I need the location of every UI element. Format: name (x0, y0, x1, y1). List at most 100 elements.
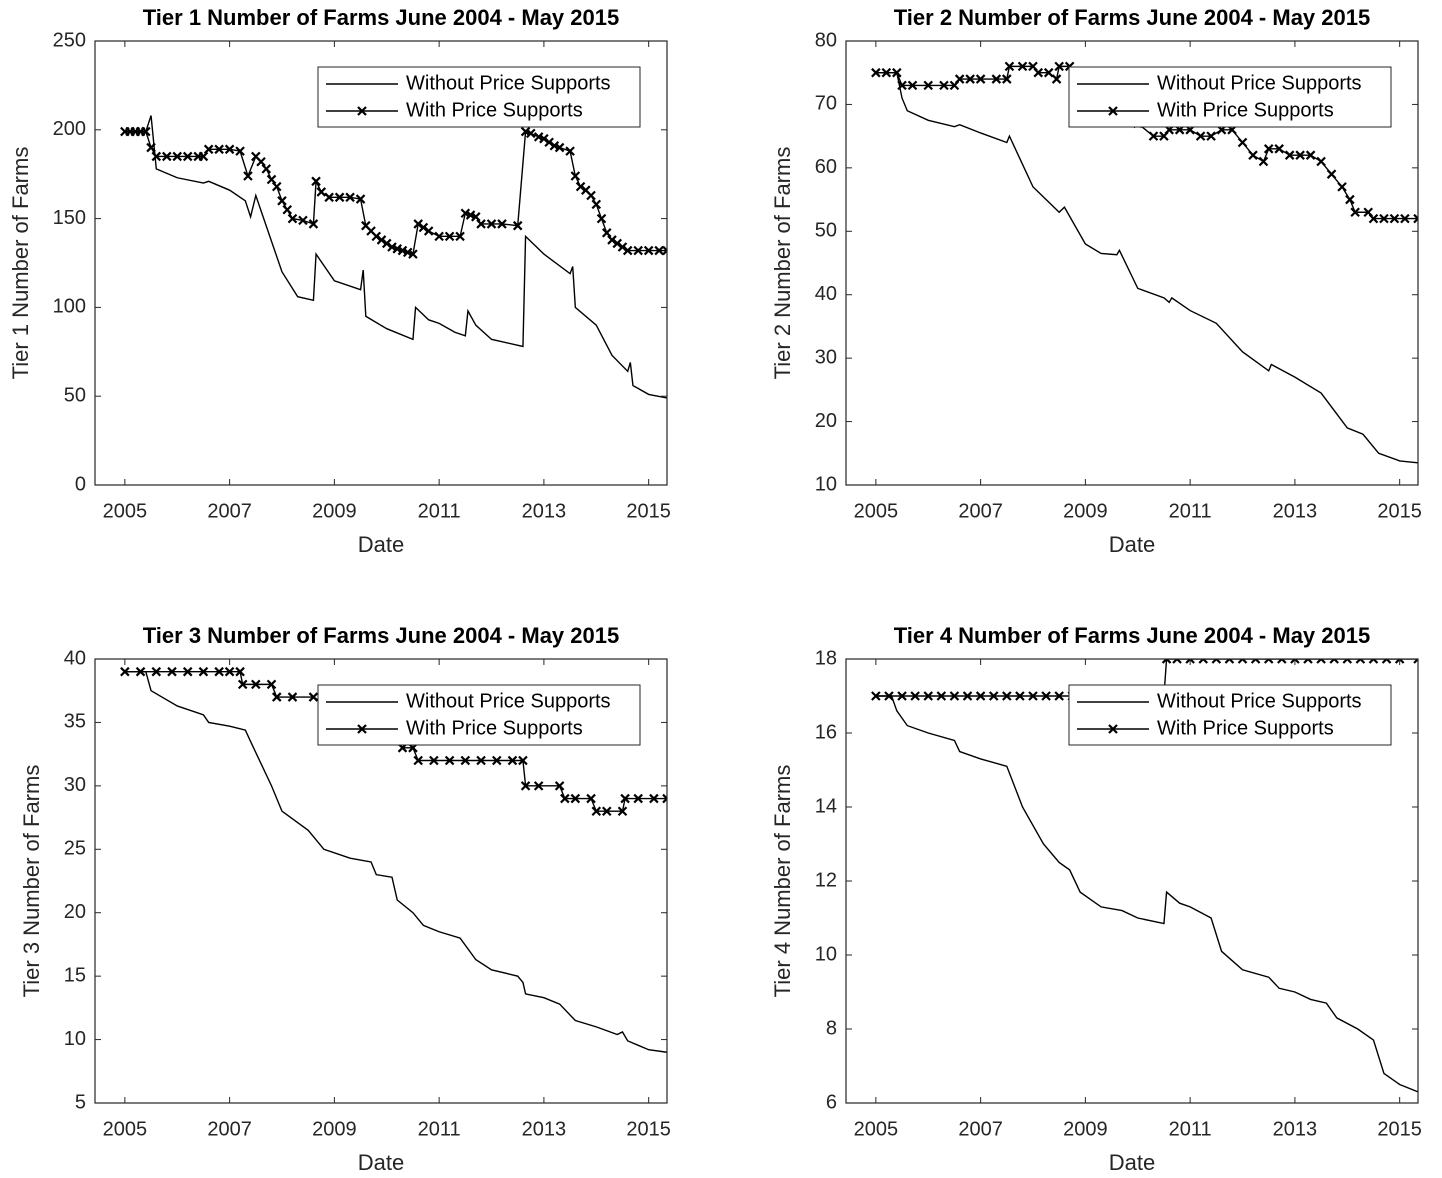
data-point (167, 666, 177, 677)
data-point (471, 212, 481, 222)
data-point (224, 666, 235, 677)
data-point (554, 142, 565, 153)
legend: Without Price Supports With Price Support… (1068, 684, 1392, 746)
y-tick-label: 0 (75, 473, 86, 495)
axes-box (845, 40, 1419, 486)
data-point (1316, 659, 1326, 664)
data-point (243, 171, 253, 181)
x-tick-label: 2005 (103, 1118, 148, 1140)
data-point (1277, 659, 1287, 664)
data-point (408, 249, 418, 259)
data-point (287, 692, 298, 702)
data-point (633, 245, 643, 256)
data-point (198, 666, 209, 677)
data-point (1413, 659, 1418, 664)
legend: Without Price Supports With Price Support… (1068, 66, 1392, 128)
data-point (135, 666, 146, 677)
data-point (1237, 659, 1248, 664)
data-point (237, 679, 248, 690)
data-point (387, 242, 397, 252)
data-point (1033, 67, 1044, 78)
data-point (1350, 207, 1360, 218)
data-point (1028, 691, 1038, 701)
legend: Without Price Supports With Price Support… (317, 684, 641, 746)
data-point (1342, 659, 1353, 664)
data-point (1041, 691, 1051, 701)
data-point (1015, 691, 1025, 701)
y-axis-label: Tier 1 Number of Farms (8, 147, 33, 380)
x-tick-label: 2009 (1063, 1118, 1108, 1140)
data-point (991, 74, 1002, 84)
chart-title: Tier 4 Number of Farms June 2004 - May 2… (894, 623, 1370, 648)
x-axis-label: Date (1109, 532, 1155, 557)
x-axis-label: Date (1109, 1150, 1155, 1175)
y-tick-label: 10 (815, 473, 837, 495)
data-point (1263, 659, 1274, 664)
data-point (214, 144, 224, 155)
data-point (570, 793, 581, 804)
data-point (617, 806, 628, 817)
data-point (397, 245, 408, 256)
data-point (617, 242, 628, 252)
y-axis-label: Tier 4 Number of Farms (770, 765, 795, 998)
data-point (1368, 659, 1379, 664)
y-tick-label: 35 (64, 711, 86, 733)
legend-box (317, 66, 641, 128)
data-point (182, 666, 193, 677)
x-tick-label: 2013 (522, 1118, 567, 1140)
data-point (1284, 150, 1295, 160)
y-tick-label: 250 (53, 29, 86, 51)
data-point (413, 219, 423, 229)
y-tick-label: 50 (815, 220, 837, 242)
x-tick-label: 2011 (1169, 500, 1212, 522)
x-axis-label: Date (358, 1150, 404, 1175)
data-point (120, 666, 130, 677)
data-point (939, 80, 949, 91)
data-point (1303, 659, 1313, 664)
x-tick-label: 2011 (418, 1118, 461, 1140)
data-point (507, 755, 518, 766)
data-point (897, 691, 907, 701)
data-point (1054, 691, 1064, 701)
y-tick-label: 80 (815, 29, 837, 51)
legend-label: With Price Supports (406, 717, 583, 739)
data-point (172, 151, 183, 162)
data-point (949, 691, 960, 701)
data-point (923, 80, 934, 91)
data-point (151, 666, 162, 677)
legend-label: With Price Supports (1157, 717, 1334, 739)
data-point (643, 245, 654, 256)
data-point (355, 194, 366, 204)
y-tick-label: 30 (64, 774, 86, 796)
series-line (124, 670, 667, 1053)
data-point (151, 151, 162, 162)
subplot: 2005 2007 2009 2011 2013 2015 5 10 15 20 25 30 35 40 T… (19, 623, 671, 1175)
data-point (512, 220, 523, 231)
data-point (962, 691, 973, 701)
data-point (476, 219, 486, 229)
data-point (526, 128, 536, 139)
data-point (141, 126, 151, 137)
legend-label: With Price Supports (1157, 99, 1334, 121)
x-tick-label: 2007 (958, 500, 1003, 522)
data-point (1054, 61, 1064, 72)
data-point (1148, 131, 1159, 141)
data-point (1326, 169, 1337, 179)
legend-label: With Price Supports (406, 99, 583, 121)
data-point (1413, 213, 1418, 224)
data-point (923, 691, 934, 701)
y-tick-label: 50 (64, 384, 86, 406)
y-tick-label: 18 (815, 647, 837, 669)
data-point (544, 137, 554, 148)
x-axis-label: Date (358, 532, 404, 557)
data-point (612, 238, 623, 249)
series-line (124, 115, 667, 399)
data-point (316, 187, 327, 197)
data-point (334, 192, 345, 203)
data-point (311, 176, 321, 187)
axes-box (94, 40, 668, 486)
y-tick-label: 10 (64, 1028, 86, 1050)
data-point (871, 67, 881, 78)
series-line (875, 695, 1418, 1093)
